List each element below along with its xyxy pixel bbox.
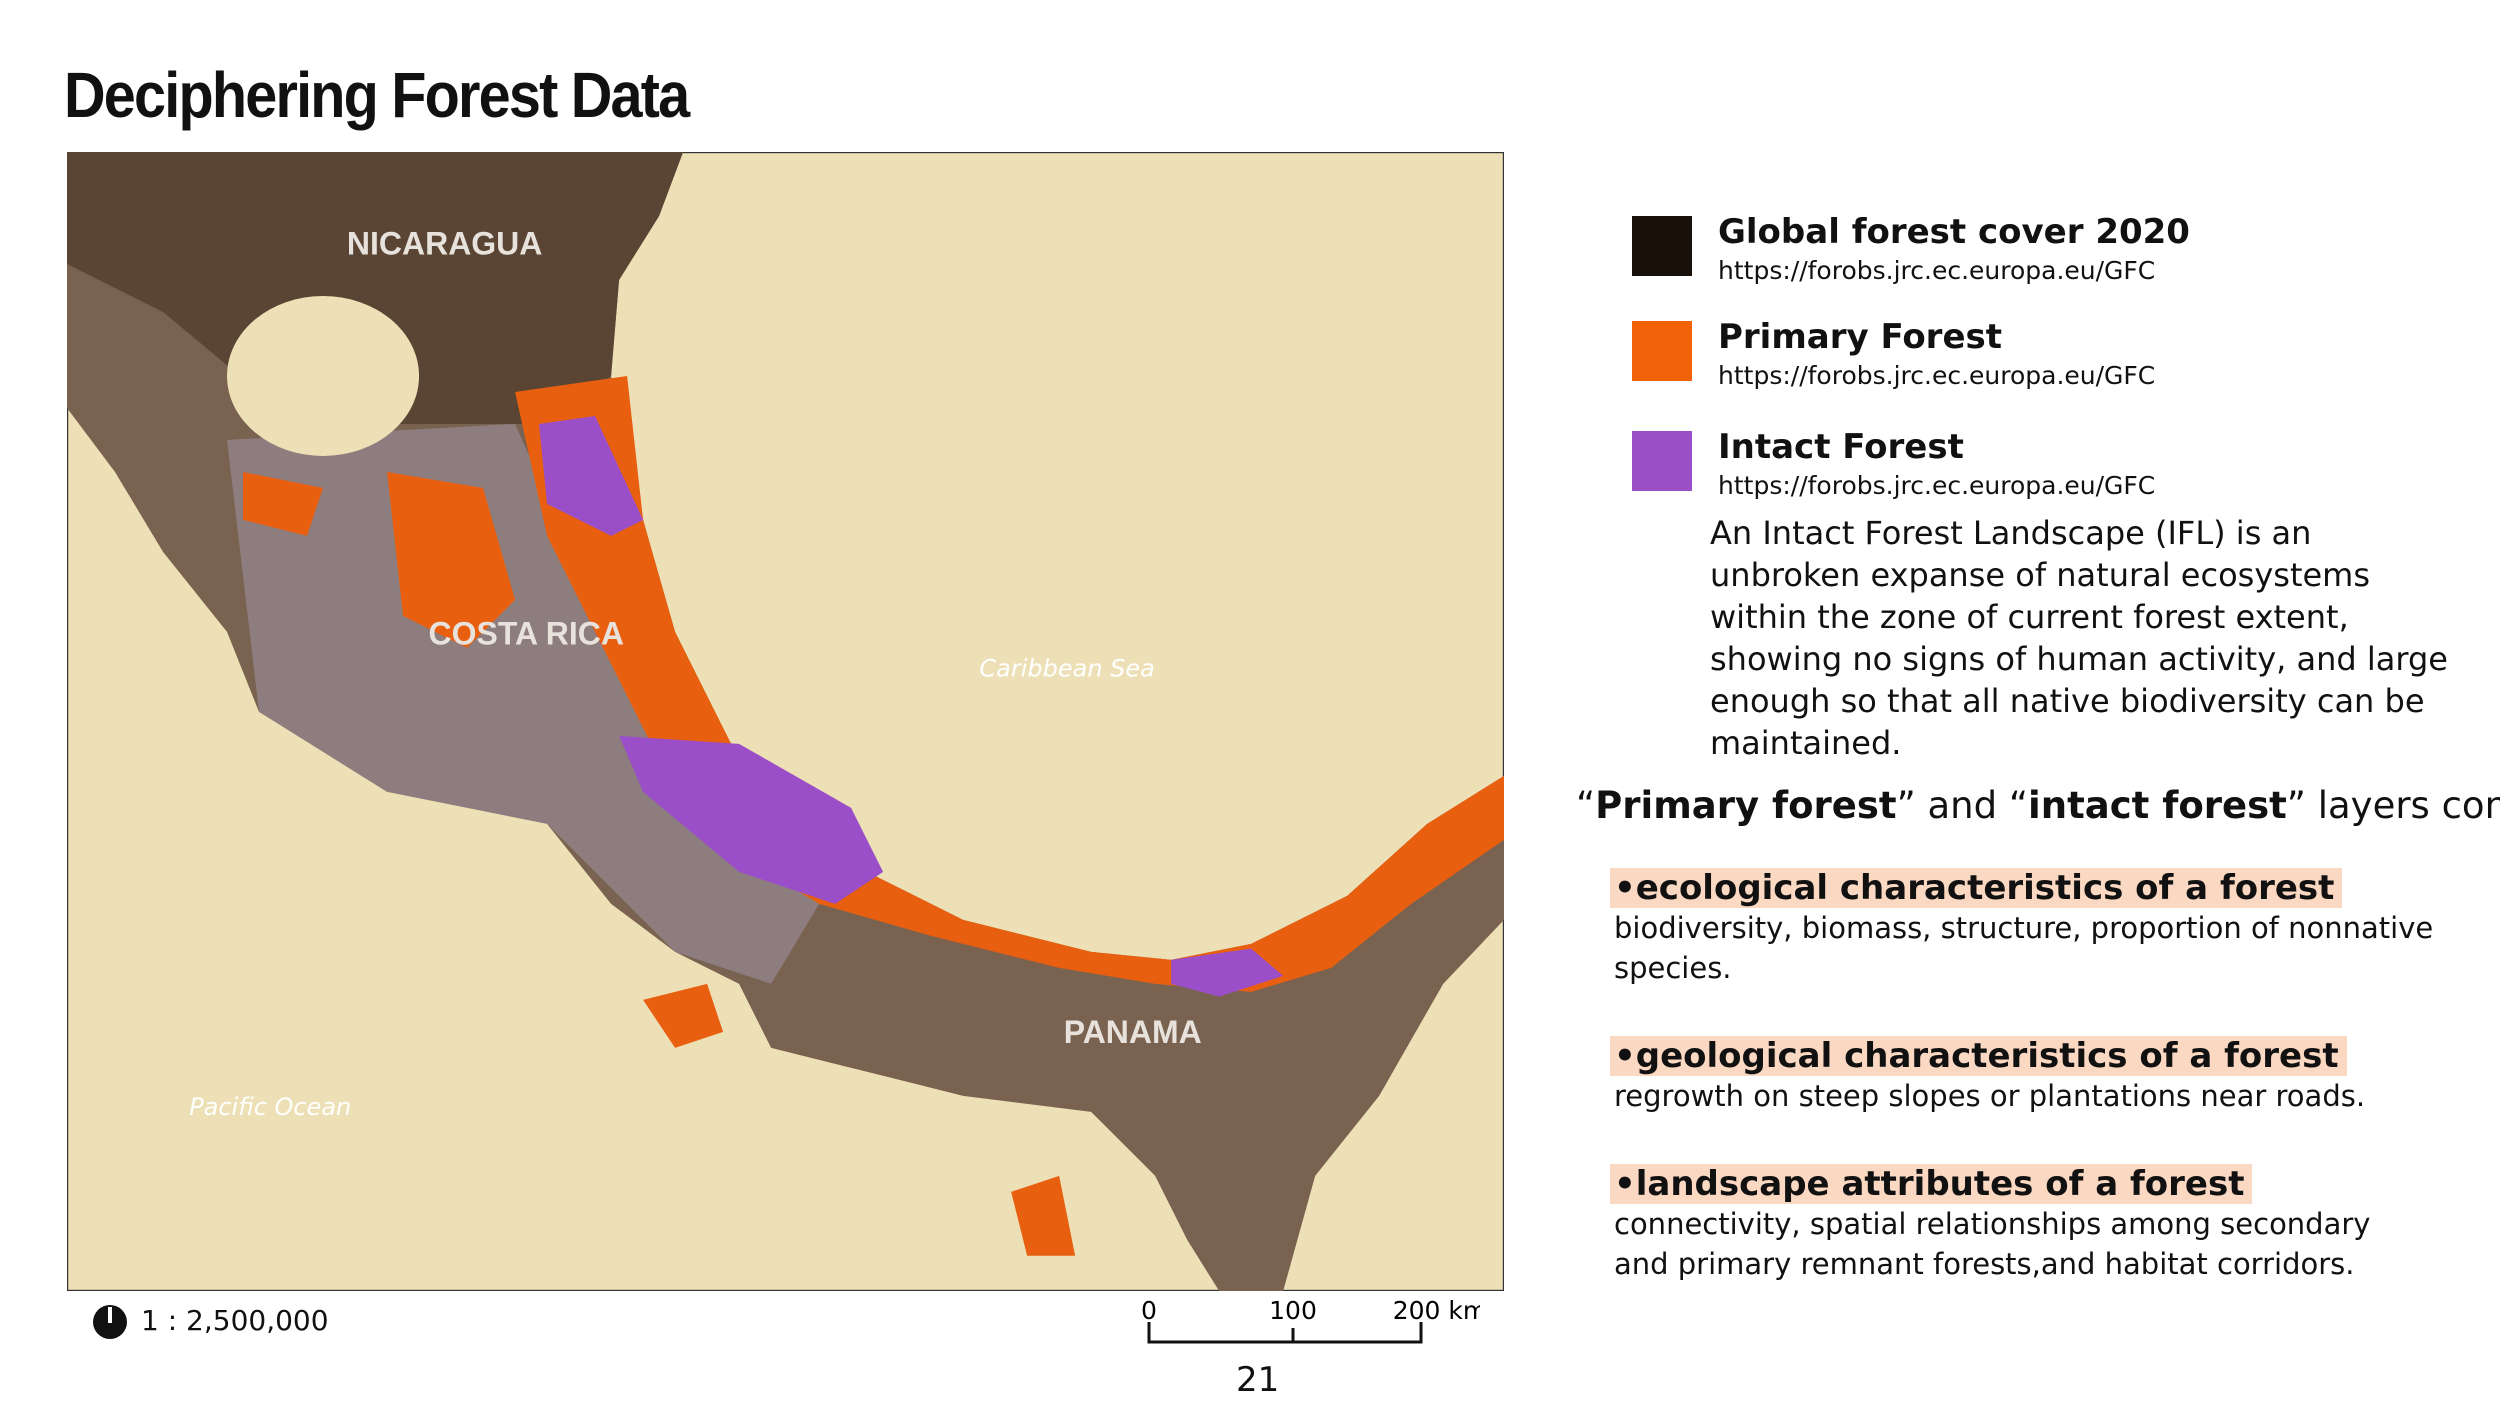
- country-label: NICARAGUA: [347, 225, 542, 261]
- scale-label: 0: [1141, 1296, 1157, 1325]
- sea-label: Caribbean Sea: [979, 655, 1154, 683]
- map: NICARAGUA COSTA RICA PANAMA Caribbean Se…: [67, 152, 1504, 1291]
- sea-label: Pacific Ocean: [189, 1093, 351, 1121]
- legend-title: Intact Forest: [1718, 427, 1964, 467]
- scale-label: 100: [1269, 1296, 1317, 1325]
- intro-bold: intact forest: [2028, 784, 2287, 827]
- legend-title: Primary Forest: [1718, 317, 2003, 357]
- legend-swatch: [1632, 216, 1692, 276]
- intro-text: ” layers consider:: [2286, 784, 2500, 827]
- item-text: connectivity, spatial relationships amon…: [1614, 1207, 2371, 1281]
- intro: “Primary forest” and “intact forest” lay…: [1576, 784, 2500, 827]
- item-heading: •landscape attributes of a forest: [1610, 1164, 2253, 1204]
- legend-title: Global forest cover 2020: [1718, 212, 2190, 252]
- description: An Intact Forest Landscape (IFL) is an u…: [1710, 514, 2448, 762]
- country-label: PANAMA: [1064, 1014, 1202, 1050]
- intro-bold: Primary forest: [1595, 784, 1897, 827]
- page-number: 21: [1236, 1360, 1280, 1400]
- scale-bar: 0 100 200 km: [1141, 1296, 1480, 1344]
- title: Deciphering Forest Data: [64, 59, 690, 131]
- legend-swatch: [1632, 431, 1692, 491]
- item-text: biodiversity, biomass, structure, propor…: [1614, 911, 2434, 985]
- scale-icon: [93, 1305, 127, 1339]
- scale-text: 1 : 2,500,000: [141, 1304, 329, 1337]
- item-text: regrowth on steep slopes or plantations …: [1614, 1079, 2366, 1113]
- item: •landscape attributes of a forest connect…: [1610, 1164, 2434, 1284]
- intro-text: “: [1576, 784, 1596, 827]
- item-heading: •ecological characteristics of a forest: [1610, 868, 2343, 908]
- legend-source: https://forobs.jrc.ec.europa.eu/GFC: [1718, 361, 2156, 390]
- legend-source: https://forobs.jrc.ec.europa.eu/GFC: [1718, 471, 2156, 500]
- intro-text: ” and “: [1896, 784, 2029, 827]
- scale-label: 200 km: [1393, 1296, 1480, 1325]
- item-heading: •geological characteristics of a forest: [1610, 1036, 2347, 1076]
- item: •ecological characteristics of a forest b…: [1610, 868, 2434, 988]
- legend-source: https://forobs.jrc.ec.europa.eu/GFC: [1718, 256, 2156, 285]
- item: •geological characteristics of a forest r…: [1610, 1036, 2434, 1116]
- country-label: COSTA RICA: [429, 616, 624, 652]
- legend-swatch: [1632, 321, 1692, 381]
